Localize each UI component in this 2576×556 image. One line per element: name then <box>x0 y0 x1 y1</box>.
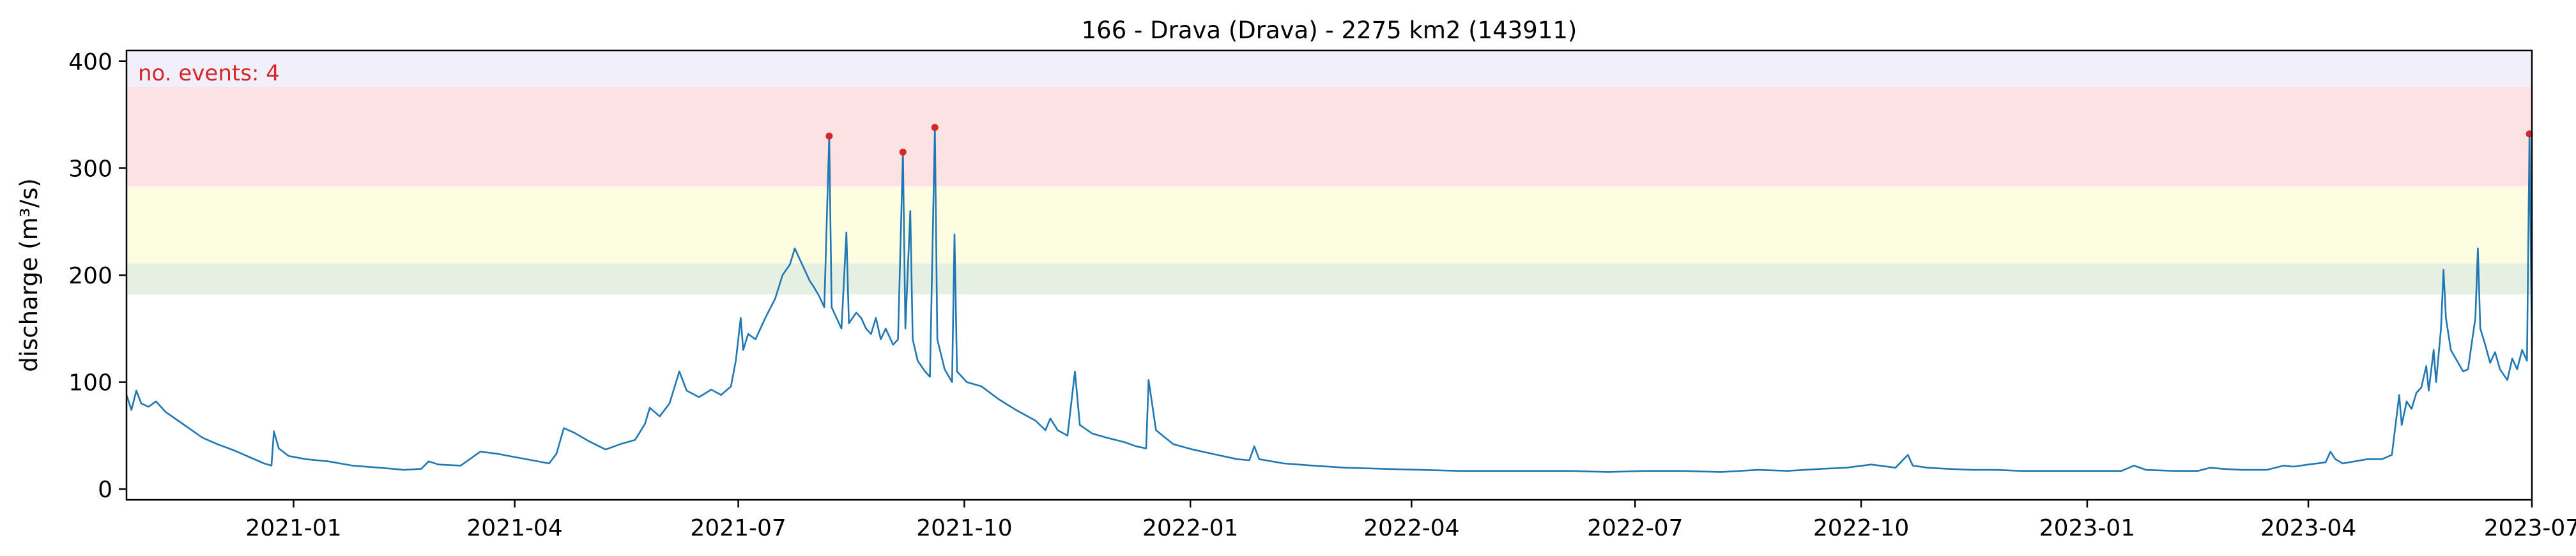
y-tick-label-2: 100 <box>68 370 112 396</box>
series-group <box>125 126 2533 473</box>
x-tick-label-6: 2022-04 <box>1363 515 1459 541</box>
y-tick-label-5: 400 <box>68 49 112 75</box>
threshold-band-1 <box>126 263 2532 295</box>
y-axis: 0 100 200 300 400 <box>68 49 126 503</box>
chart-title: 166 - Drava (Drava) - 2275 km2 (143911) <box>1082 17 1577 44</box>
x-tick-label-3: 2021-07 <box>690 515 786 541</box>
x-tick-label-5: 2022-01 <box>1142 515 1238 541</box>
x-tick-label-11: 2023-07 <box>2484 515 2576 541</box>
x-tick-label-7: 2022-07 <box>1587 515 1683 541</box>
threshold-band-2 <box>126 186 2532 264</box>
y-tick-label-4: 300 <box>68 156 112 182</box>
discharge-line-1 <box>125 126 2533 473</box>
event-marker-2 <box>899 148 907 156</box>
x-tick-label-4: 2021-10 <box>916 515 1012 541</box>
x-tick-label-8: 2022-10 <box>1813 515 1909 541</box>
x-tick-label-10: 2023-04 <box>2260 515 2356 541</box>
x-tick-label-1: 2021-01 <box>245 515 341 541</box>
event-markers <box>825 124 2533 156</box>
threshold-band-3 <box>126 86 2532 186</box>
y-tick-label-1: 0 <box>98 477 112 503</box>
y-axis-label: discharge (m³/s) <box>15 178 43 372</box>
x-tick-label-9: 2023-01 <box>2039 515 2135 541</box>
threshold-band-4 <box>126 50 2532 87</box>
x-axis: 2021-01 2021-04 2021-07 2021-10 2022-01 2022-… <box>245 500 2576 541</box>
event-count-annotation: no. events: 4 <box>138 61 280 86</box>
event-marker-1 <box>825 132 833 140</box>
y-tick-label-3: 200 <box>68 263 112 289</box>
event-marker-3 <box>931 124 939 131</box>
x-tick-label-2: 2021-04 <box>466 515 562 541</box>
threshold-bands <box>126 50 2532 295</box>
